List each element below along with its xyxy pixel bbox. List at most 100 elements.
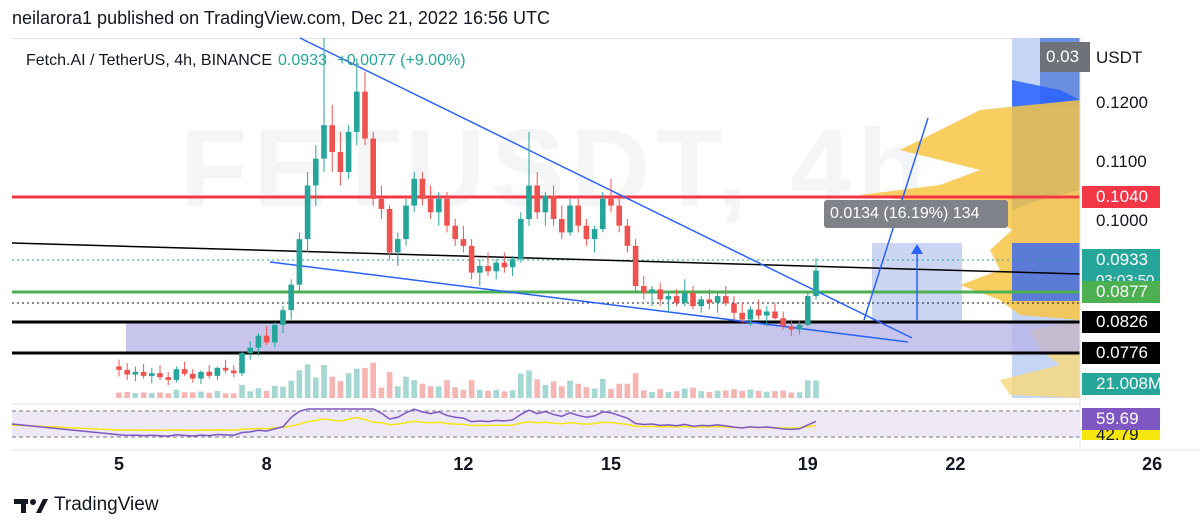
trend-line-black[interactable] <box>11 242 1081 275</box>
candle[interactable] <box>255 335 262 348</box>
footer-brand[interactable]: TradingView <box>14 494 159 516</box>
candle[interactable] <box>411 178 417 206</box>
volume-bar <box>280 386 286 398</box>
candle[interactable] <box>222 367 229 371</box>
candle[interactable] <box>239 353 245 374</box>
candle[interactable] <box>731 303 737 313</box>
candle[interactable] <box>403 205 409 240</box>
candle[interactable] <box>509 259 516 268</box>
candle[interactable] <box>313 158 319 186</box>
candle[interactable] <box>723 296 729 304</box>
candle[interactable] <box>263 335 270 343</box>
candle[interactable] <box>526 185 532 219</box>
candle[interactable] <box>206 371 212 376</box>
candle[interactable] <box>198 371 204 379</box>
candle[interactable] <box>116 366 122 370</box>
candle[interactable] <box>427 198 434 213</box>
candle[interactable] <box>132 371 139 375</box>
candle[interactable] <box>354 91 360 132</box>
candle[interactable] <box>706 299 713 303</box>
symbol-legend[interactable]: Fetch.AI / TetherUS, 4h, BINANCE 0.0933 +… <box>26 52 466 70</box>
candle[interactable] <box>140 371 147 376</box>
candle[interactable] <box>632 245 639 287</box>
candle[interactable] <box>550 195 557 219</box>
candle[interactable] <box>157 373 163 378</box>
candle[interactable] <box>165 377 171 380</box>
candle[interactable] <box>386 208 393 253</box>
candle[interactable] <box>567 205 573 233</box>
x-tick-label: 8 <box>262 454 272 474</box>
candle[interactable] <box>559 219 565 233</box>
rsi-band <box>12 411 1080 437</box>
candle[interactable] <box>444 198 450 226</box>
volume-bar <box>386 371 393 398</box>
candle[interactable] <box>296 239 303 285</box>
candle[interactable] <box>780 318 786 327</box>
candle[interactable] <box>247 347 253 354</box>
candle[interactable] <box>690 292 696 307</box>
measure-arrow-head <box>911 244 923 254</box>
candle[interactable] <box>362 91 368 139</box>
candle[interactable] <box>395 239 401 253</box>
wedge-upper-line[interactable] <box>299 37 913 339</box>
candle[interactable] <box>747 309 754 320</box>
candle[interactable] <box>649 289 655 293</box>
candle[interactable] <box>665 296 672 300</box>
candle[interactable] <box>477 265 483 273</box>
candle[interactable] <box>485 265 491 272</box>
candle[interactable] <box>739 312 745 320</box>
candle[interactable] <box>214 367 221 376</box>
candle[interactable] <box>280 310 286 325</box>
candle[interactable] <box>772 311 778 319</box>
candle[interactable] <box>321 125 327 159</box>
candle[interactable] <box>190 373 196 379</box>
candle[interactable] <box>468 245 475 273</box>
candle[interactable] <box>657 289 663 300</box>
candle[interactable] <box>755 309 762 316</box>
candle[interactable] <box>788 326 795 330</box>
candle[interactable] <box>304 185 311 240</box>
candle[interactable] <box>518 219 524 260</box>
candle[interactable] <box>460 239 467 246</box>
candle[interactable] <box>272 324 278 343</box>
candle[interactable] <box>805 296 811 325</box>
candle[interactable] <box>616 205 622 226</box>
volume-bar <box>198 391 204 398</box>
candle[interactable] <box>149 373 155 376</box>
candle[interactable] <box>641 286 647 293</box>
candle[interactable] <box>813 270 819 297</box>
candle[interactable] <box>181 369 188 374</box>
chart-pane[interactable] <box>12 38 1080 451</box>
candle[interactable] <box>288 284 294 311</box>
candle[interactable] <box>370 138 376 199</box>
candle[interactable] <box>714 296 721 303</box>
candle[interactable] <box>436 198 442 213</box>
candle[interactable] <box>575 205 581 226</box>
candle[interactable] <box>542 195 549 213</box>
candle[interactable] <box>608 198 614 206</box>
candle[interactable] <box>698 299 704 307</box>
candle[interactable] <box>493 262 499 272</box>
candle[interactable] <box>419 178 426 199</box>
candle[interactable] <box>173 369 180 380</box>
candle[interactable] <box>337 151 344 173</box>
candle[interactable] <box>682 292 688 303</box>
currency-label[interactable]: USDT <box>1096 48 1143 67</box>
candle[interactable] <box>501 262 508 268</box>
candle[interactable] <box>796 324 803 330</box>
candle[interactable] <box>764 311 770 316</box>
candle[interactable] <box>600 198 606 230</box>
candle[interactable] <box>124 369 130 375</box>
candle[interactable] <box>673 296 680 303</box>
candle[interactable] <box>345 131 352 173</box>
candle[interactable] <box>231 370 237 374</box>
candle[interactable] <box>452 225 458 240</box>
candle[interactable] <box>329 125 335 152</box>
candle[interactable] <box>378 198 385 209</box>
candle[interactable] <box>583 225 590 240</box>
candle[interactable] <box>591 229 598 240</box>
volume-bar <box>706 392 713 398</box>
candle[interactable] <box>624 225 631 246</box>
candle[interactable] <box>534 185 540 213</box>
